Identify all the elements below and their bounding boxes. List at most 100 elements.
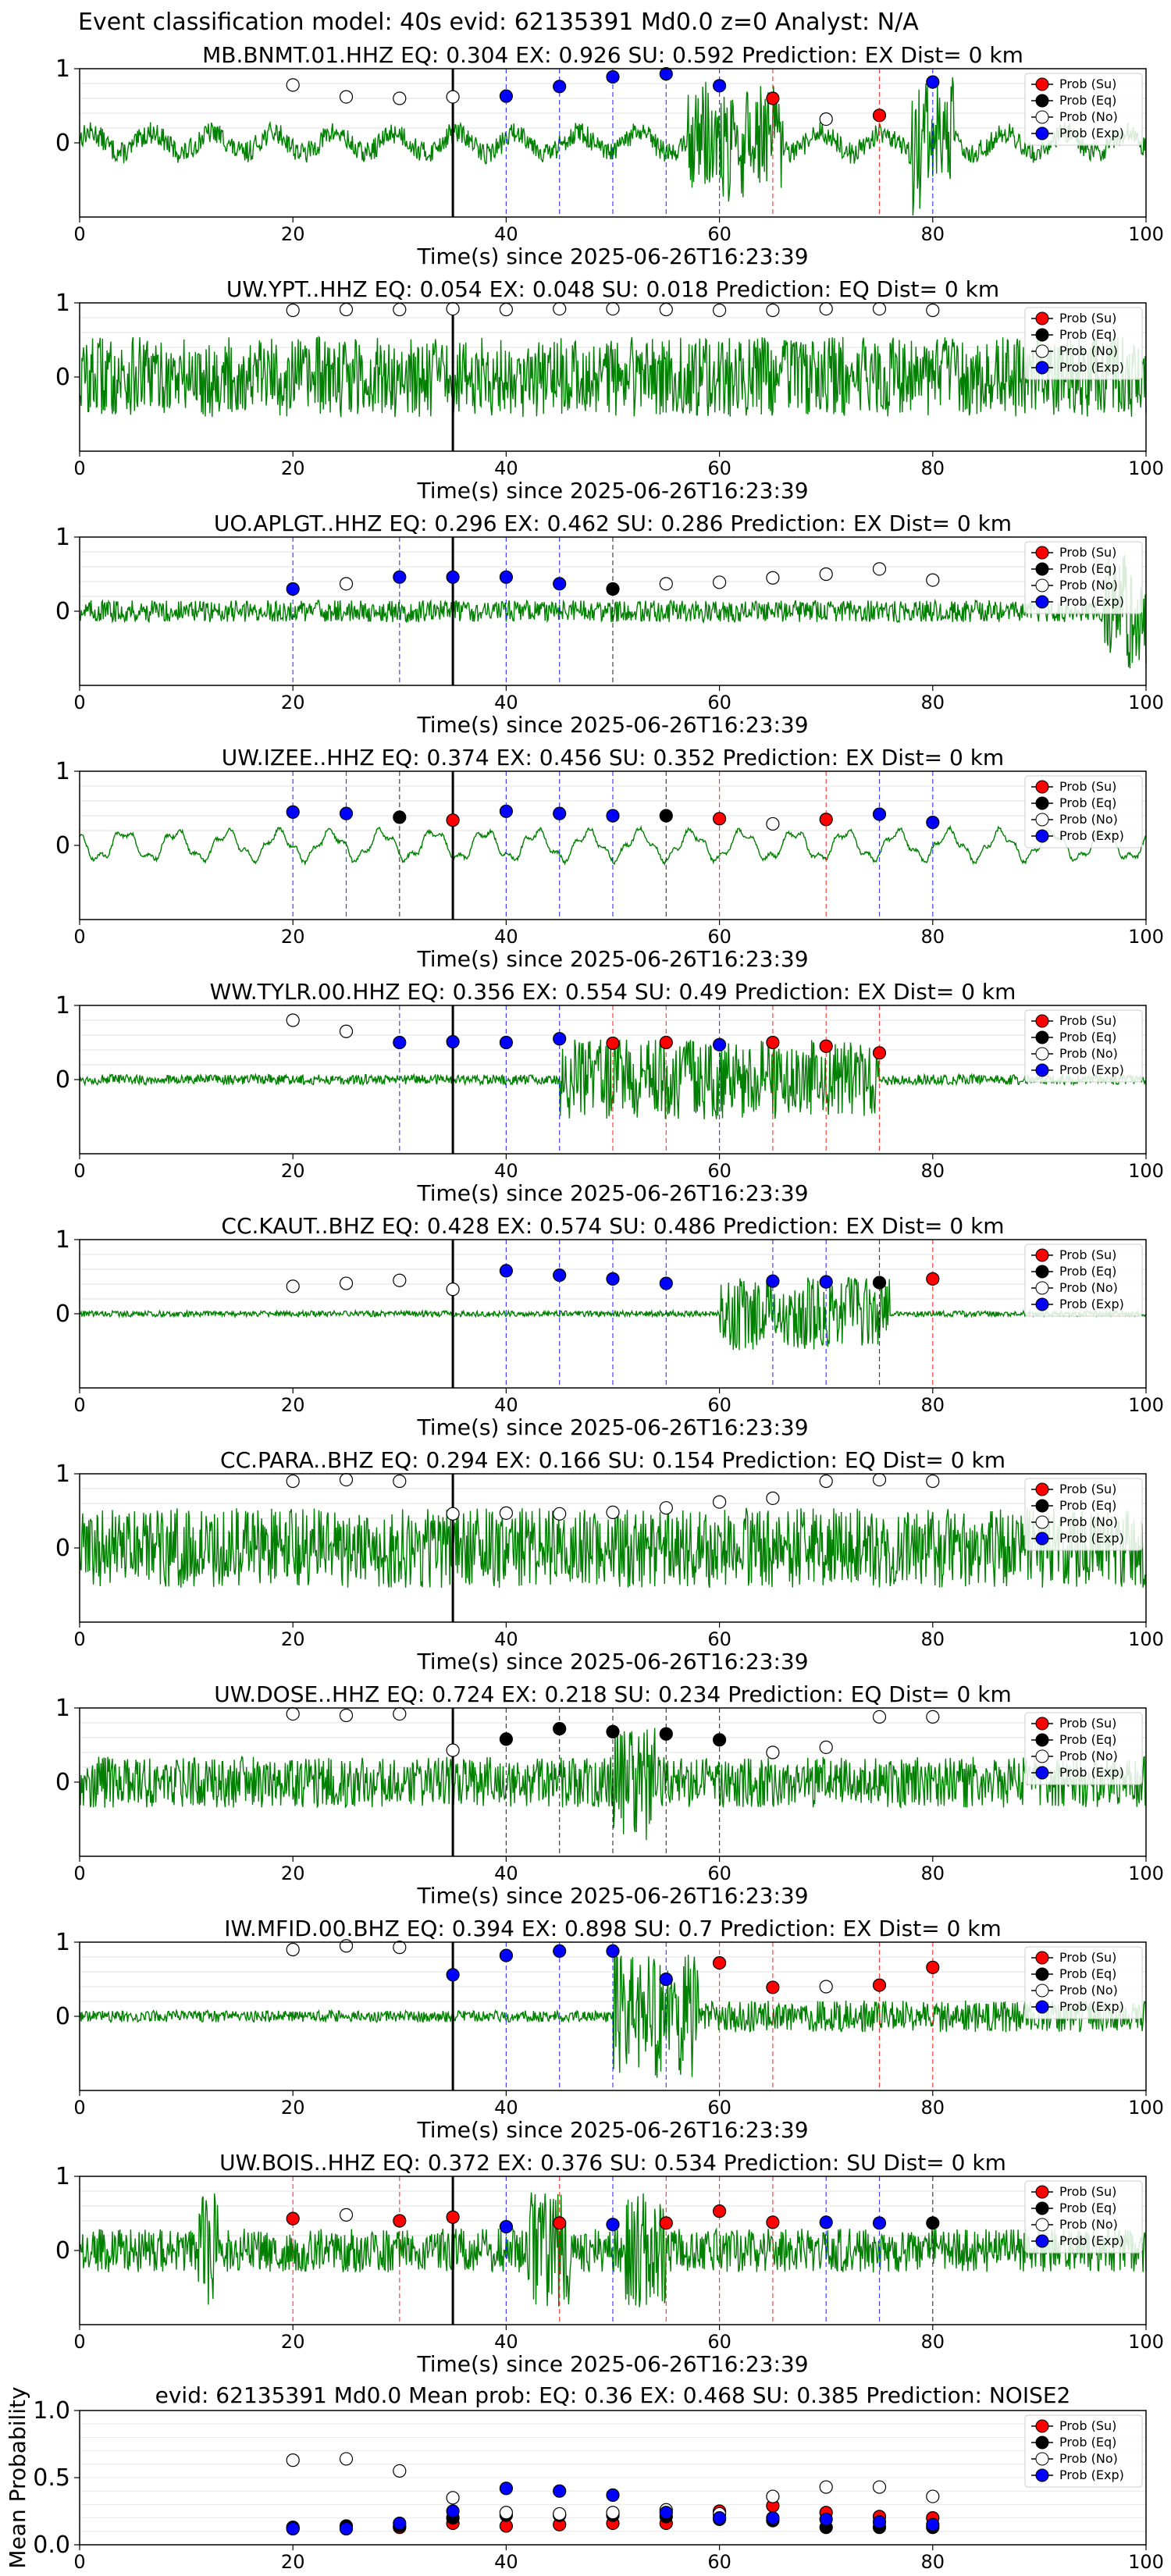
prob-point-su [766,1035,780,1050]
x-tick-label: 80 [921,1628,945,1650]
prob-point-no [286,1279,300,1293]
legend-marker [1035,77,1049,91]
x-tick-label: 60 [707,457,731,479]
legend-label: Prob (Exp) [1059,360,1124,375]
prob-point-no [393,302,407,317]
prob-point-no [339,1276,354,1290]
prob-point-no [286,1942,300,1957]
prob-point-no [926,1710,940,1724]
prob-point-eq [926,2216,940,2230]
x-tick-label: 60 [707,1628,731,1650]
prob-point-exp [606,1944,620,1958]
station-panel: IW.MFID.00.BHZ EQ: 0.394 EX: 0.898 SU: 0… [55,1916,1164,2143]
prob-point-no [339,1708,354,1723]
mean-point-exp [766,2511,780,2525]
prob-point-no [499,302,514,317]
legend-label: Prob (Exp) [1059,1531,1124,1546]
station-panel: UO.APLGT..HHZ EQ: 0.296 EX: 0.462 SU: 0.… [55,511,1164,738]
x-tick-label: 60 [707,2551,731,2573]
x-tick-label: 40 [494,1160,518,1182]
x-tick-label: 40 [494,223,518,245]
legend-box [1024,1712,1143,1785]
legend-label: Prob (Exp) [1059,828,1124,843]
prob-point-no [339,302,354,317]
x-tick-label: 100 [1128,1863,1164,1884]
legend-label: Prob (No) [1059,1046,1118,1061]
prob-point-exp [659,67,673,81]
prob-point-su [712,1956,727,1970]
y-tick-label: 0 [55,832,70,859]
prob-point-no [872,302,887,316]
mean-point-no [926,2489,940,2503]
prob-point-no [339,2208,354,2222]
x-tick-label: 100 [1128,692,1164,713]
legend-box [1024,2180,1143,2254]
prob-point-exp [286,582,300,596]
prob-point-no [339,577,354,591]
prob-point-no [926,303,940,318]
legend-marker [1035,1047,1049,1061]
legend-marker [1035,829,1049,843]
prob-point-su [766,2215,780,2229]
prob-point-no [819,567,833,582]
x-tick-label: 0 [73,2551,85,2573]
legend-label: Prob (Eq) [1059,327,1116,342]
prob-point-exp [659,1972,673,1987]
legend-label: Prob (No) [1059,2217,1118,2232]
legend-marker [1035,2218,1049,2232]
legend-marker [1035,1265,1049,1279]
prob-point-eq [872,1276,887,1290]
prob-point-no [606,302,620,316]
mean-point-no [446,2491,460,2505]
prob-point-su [446,813,460,827]
legend-marker [1035,813,1049,827]
prob-point-eq [659,1727,673,1741]
x-tick-label: 60 [707,692,731,713]
legend-label: Prob (No) [1059,109,1118,124]
legend-label: Prob (Eq) [1059,93,1116,108]
prob-point-exp [553,806,567,820]
x-tick-label: 40 [494,926,518,948]
prob-point-no [819,1474,833,1489]
mean-point-exp [872,2515,887,2529]
x-tick-label: 0 [73,457,85,479]
legend-label: Prob (Su) [1059,311,1116,326]
prob-point-eq [553,1722,567,1736]
prob-point-exp [553,1944,567,1958]
mean-point-exp [499,2482,514,2496]
prob-point-exp [712,79,727,93]
y-tick-label: 1 [55,1929,70,1956]
legend-label: Prob (Exp) [1059,1999,1124,2014]
panel-title: UW.BOIS..HHZ EQ: 0.372 EX: 0.376 SU: 0.5… [219,2150,1006,2176]
y-tick-label: 0 [55,598,70,625]
station-panel: WW.TYLR.00.HHZ EQ: 0.356 EX: 0.554 SU: 0… [55,979,1164,1206]
mean-point-exp [659,2506,673,2520]
y-tick-label: 1 [55,1226,70,1254]
x-tick-label: 20 [281,2097,305,2119]
prob-point-eq [659,809,673,823]
prob-point-exp [499,570,514,584]
legend-label: Prob (Eq) [1059,1264,1116,1279]
prob-point-no [819,1740,833,1754]
legend-marker [1035,562,1049,576]
x-tick-label: 40 [494,2331,518,2353]
y-tick-label: 1 [55,992,70,1019]
station-panels: MB.BNMT.01.HHZ EQ: 0.304 EX: 0.926 SU: 0… [5,42,1164,2573]
prob-point-su [872,1978,887,1992]
legend-label: Prob (Exp) [1059,1297,1124,1311]
legend-label: Prob (Exp) [1059,2467,1124,2482]
legend-marker [1035,1749,1049,1763]
legend-box [1024,73,1143,146]
legend-label: Prob (Su) [1059,779,1116,794]
legend-box [1024,2414,1143,2488]
legend: Prob (Su)Prob (Eq)Prob (No)Prob (Exp) [1024,1478,1143,1551]
x-tick-label: 20 [281,1863,305,1884]
prob-point-su [819,1039,833,1053]
waveform-trace [79,2192,1147,2307]
legend-label: Prob (No) [1059,2451,1118,2466]
legend: Prob (Su)Prob (Eq)Prob (No)Prob (Exp) [1024,1009,1143,1083]
prob-point-su [712,812,727,826]
y-tick-label: 0 [55,1300,70,1328]
prob-point-eq [606,582,620,596]
x-tick-label: 0 [73,1394,85,1416]
